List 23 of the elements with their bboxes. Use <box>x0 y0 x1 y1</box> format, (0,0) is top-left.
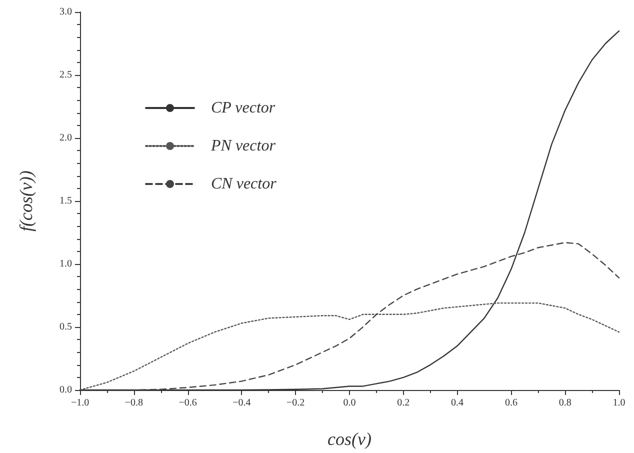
legend-label: PN vector <box>210 138 276 154</box>
y-tick-label: 1.0 <box>60 258 72 270</box>
y-tick-label: 0.5 <box>60 322 72 332</box>
x-tick-label: 0.0 <box>343 398 356 408</box>
x-tick-label: 0.8 <box>558 398 572 408</box>
x-tick-label: −0.4 <box>232 398 251 408</box>
x-tick-label: −1.0 <box>70 398 90 408</box>
x-tick-label: 0.2 <box>397 398 410 408</box>
x-tick-label: 0.4 <box>451 398 464 408</box>
x-tick-label: −0.8 <box>124 398 143 408</box>
y-axis-title: f(cos(v)) <box>16 170 36 232</box>
y-tick-label: 0.0 <box>60 384 72 396</box>
x-tick-label: 1.0 <box>612 398 626 408</box>
legend-label: CN vector <box>211 176 278 192</box>
legend-label: CP vector <box>211 100 276 116</box>
x-tick-label: 0.6 <box>504 398 518 408</box>
y-tick-label: 2.5 <box>60 70 72 80</box>
x-axis-title: cos(v) <box>328 429 372 449</box>
x-tick-label: −0.2 <box>286 398 305 408</box>
y-tick-label: 1.5 <box>60 196 72 206</box>
y-tick-label: 3.0 <box>60 6 72 18</box>
y-tick-label: 2.0 <box>60 132 72 144</box>
x-tick-label: −0.6 <box>178 398 197 408</box>
